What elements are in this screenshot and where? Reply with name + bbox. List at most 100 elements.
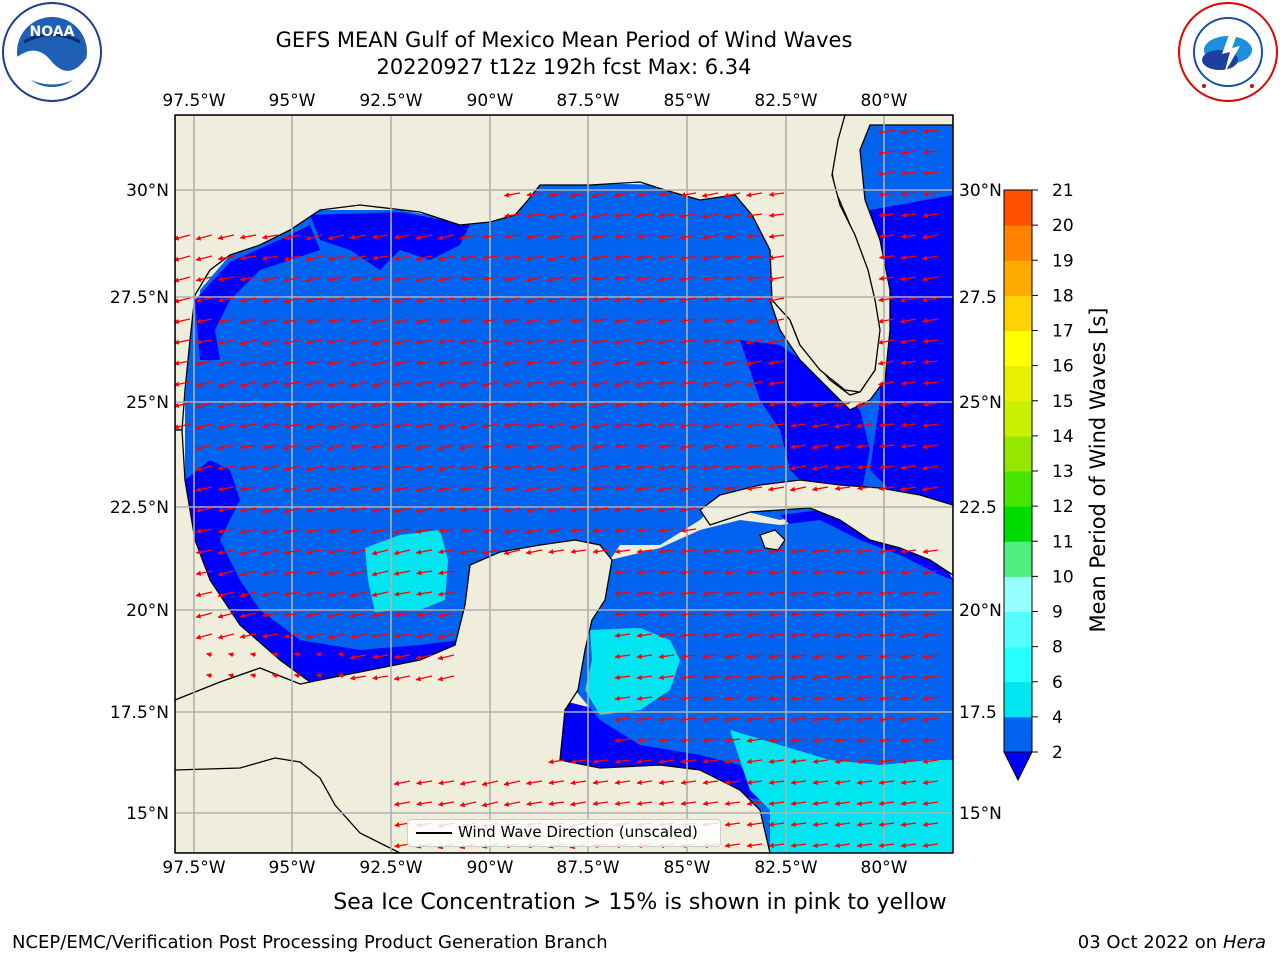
wind-wave-arrow (921, 255, 939, 261)
wind-wave-arrow (217, 318, 235, 324)
map-title: GEFS MEAN Gulf of Mexico Mean Period of … (275, 28, 853, 52)
wind-wave-arrow (614, 737, 631, 744)
wind-wave-arrow (337, 652, 345, 658)
wind-wave-arrow (614, 653, 631, 660)
wind-wave-arrow (790, 590, 807, 597)
map-frame (174, 114, 954, 854)
wind-wave-arrow (175, 297, 191, 304)
wind-wave-arrow (327, 423, 345, 430)
wind-wave-arrow (283, 591, 301, 597)
wind-wave-arrow (569, 276, 587, 282)
wind-wave-arrow (195, 339, 213, 345)
wind-wave-arrow (899, 297, 917, 303)
wind-wave-arrow (724, 548, 741, 555)
colorbar-tick-label: 8 (1052, 638, 1063, 658)
wind-wave-arrow (680, 737, 697, 744)
wind-wave-arrow (746, 758, 763, 765)
wind-wave-arrow (878, 401, 895, 408)
wind-wave-arrow (371, 360, 389, 367)
wind-wave-arrow (724, 716, 741, 723)
wind-wave-arrow (746, 674, 763, 681)
wind-wave-arrow (658, 716, 675, 723)
isla-juventud (759, 529, 786, 551)
wind-wave-arrow (878, 800, 895, 807)
wind-wave-arrow (371, 633, 389, 639)
wind-wave-arrow (790, 548, 807, 555)
wind-wave-arrow (349, 381, 367, 388)
wind-wave-arrow (525, 486, 543, 493)
wind-wave-arrow (591, 402, 609, 409)
wind-wave-arrow (261, 234, 279, 240)
wind-wave-arrow (239, 234, 257, 240)
wind-wave-arrow (271, 652, 279, 658)
wind-wave-arrow (239, 402, 257, 409)
wind-wave-arrow (922, 779, 939, 786)
wind-wave-arrow (217, 339, 235, 346)
wind-wave-arrow (768, 590, 785, 597)
wind-wave-arrow (878, 716, 895, 723)
wind-wave-arrow (834, 716, 851, 723)
wind-wave-arrow (195, 360, 213, 366)
noaa-logo-text: NOAA (30, 24, 75, 40)
wind-wave-arrow (636, 422, 653, 428)
wind-wave-arrow (437, 654, 455, 661)
lon-ticks-top: 97.5°W 95°W 92.5°W 90°W 87.5°W 85°W 82.5… (162, 91, 907, 111)
wind-wave-arrow (459, 444, 477, 451)
wind-wave-arrow (879, 233, 895, 239)
wind-wave-arrow (569, 255, 587, 261)
wind-wave-arrow (636, 800, 653, 807)
wind-wave-arrow (503, 528, 521, 535)
wind-wave-arrow (548, 359, 565, 366)
wind-wave-arrow (811, 486, 829, 492)
wind-wave-arrow (526, 213, 543, 219)
wind-wave-arrow (217, 528, 235, 534)
wind-wave-arrow (371, 318, 389, 325)
wind-wave-arrow (327, 276, 345, 282)
wind-wave-arrow (349, 360, 367, 367)
wind-wave-arrow (680, 338, 697, 344)
wind-wave-arrow (613, 360, 631, 367)
colorbar-tick-label: 11 (1052, 532, 1074, 552)
wind-wave-arrow (899, 339, 917, 345)
wind-wave-arrow (503, 507, 521, 513)
wind-wave-arrow (371, 549, 389, 556)
wind-wave-arrow (724, 758, 741, 765)
wind-wave-arrow (217, 507, 235, 513)
wind-wave-arrow (349, 444, 367, 450)
wind-wave-arrow (393, 234, 411, 240)
wind-wave-arrow (437, 486, 455, 492)
wind-wave-arrow (305, 444, 323, 451)
wind-wave-arrow (415, 654, 433, 661)
wind-wave-arrow (349, 507, 367, 513)
wind-wave-arrow (702, 653, 719, 660)
shallow-band-north (310, 212, 470, 270)
wind-wave-arrow (878, 464, 895, 470)
wind-wave-arrow (261, 444, 279, 450)
wind-wave-arrow (636, 569, 653, 576)
wind-wave-arrow (658, 380, 675, 386)
wind-wave-arrow (833, 402, 851, 408)
legend-label: Wind Wave Direction (unscaled) (458, 823, 698, 841)
wind-wave-arrow (746, 485, 763, 492)
mexico-west-coast-land (175, 429, 312, 701)
wind-wave-arrow (175, 402, 191, 408)
wind-wave-arrow (658, 611, 675, 618)
wind-wave-arrow (680, 548, 697, 555)
wind-wave-arrow (812, 590, 829, 597)
wind-wave-arrow (877, 381, 895, 387)
wind-wave-arrow (327, 339, 345, 345)
colorbar-tick-label: 21 (1052, 181, 1074, 201)
wind-wave-arrow (437, 276, 455, 282)
wind-wave-arrow (569, 801, 587, 807)
wind-wave-arrow (768, 569, 785, 576)
wind-wave-arrow (767, 339, 785, 345)
wind-wave-arrow (283, 549, 301, 555)
wind-wave-arrow (315, 652, 323, 658)
wind-wave-arrow (900, 653, 917, 660)
wind-wave-arrow (305, 255, 323, 262)
wind-wave-arrow (680, 380, 697, 387)
wind-wave-arrow (349, 402, 367, 409)
wind-wave-arrow (503, 297, 521, 303)
wind-wave-arrow (327, 234, 345, 241)
wind-wave-arrow (613, 192, 631, 198)
